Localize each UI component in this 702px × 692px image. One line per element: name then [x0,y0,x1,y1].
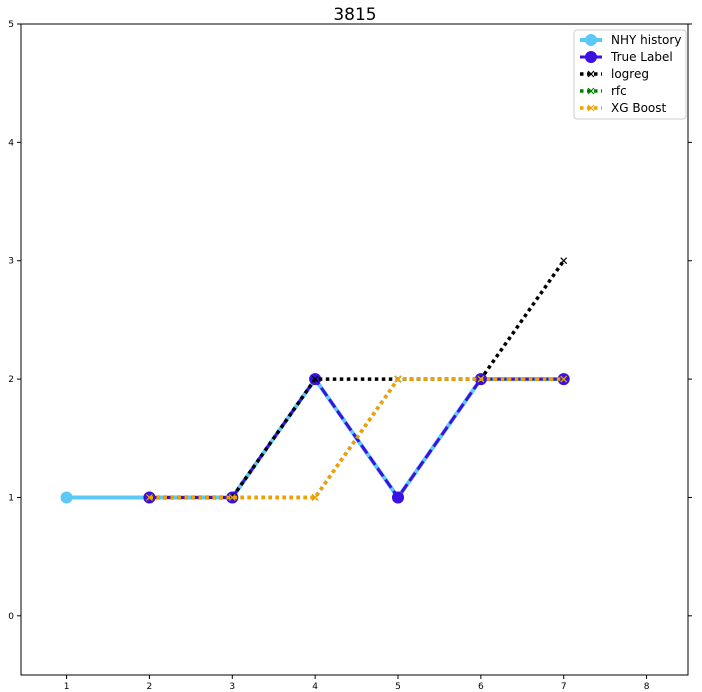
data-point [311,494,319,501]
y-tick-label: 3 [8,257,14,267]
legend-label: rfc [611,84,627,98]
legend-marker [585,51,597,63]
marker-x-stroke [560,375,568,383]
chart-title: 3815 [333,5,376,25]
legend-item: NHY history [580,33,681,47]
legend-item: XG Boost [580,101,667,115]
data-point [394,375,402,383]
marker-x-stroke [311,375,319,383]
series-line-true-label [149,377,564,499]
legend-label: NHY history [611,33,681,47]
x-tick-label: 8 [644,682,650,692]
legend-label: XG Boost [611,101,667,115]
legend-marker [587,70,595,78]
x-tick-label: 7 [561,682,567,692]
legend-label: True Label [610,50,673,64]
legend-item: logreg [580,67,649,81]
data-point [477,375,485,383]
series-line-logreg [149,259,566,500]
x-tick-label: 5 [395,682,401,692]
y-tick-label: 4 [8,138,14,148]
x-tick-label: 3 [229,682,235,692]
axis-ticks: 1 2 3 4 5 6 7 8 0 1 2 3 4 5 [8,20,692,692]
data-point [392,491,404,504]
data-point [60,491,73,504]
legend-marker [585,34,597,46]
marker-x-stroke [477,375,485,383]
x-tick-label: 4 [312,682,318,692]
data-point [560,375,568,383]
legend-label: logreg [611,67,649,81]
plot-area [20,23,689,676]
legend-box [573,29,687,120]
legend: NHY history True Label logreg rfc XG Boost [573,29,687,120]
marker-x-stroke [311,494,319,501]
y-tick-label: 0 [8,612,14,622]
data-point [228,494,236,501]
marker-x-stroke [560,257,568,265]
y-tick-label: 1 [8,493,14,503]
marker-x-stroke [394,375,402,383]
x-tick-label: 2 [147,682,153,692]
marker-x-stroke [228,494,236,501]
data-point [311,375,319,383]
legend-marker [587,87,595,95]
series-line-xg-boost [149,377,564,500]
series-layer [60,257,570,504]
y-tick-label: 2 [8,375,14,385]
x-tick-label: 6 [478,682,484,692]
legend-item: True Label [580,50,673,64]
marker-x-stroke [146,494,153,501]
y-tick-label: 5 [8,20,14,30]
data-point [146,494,153,501]
x-tick-label: 1 [64,682,70,692]
data-point [560,257,568,265]
legend-item: rfc [580,84,627,98]
legend-marker [587,104,595,112]
